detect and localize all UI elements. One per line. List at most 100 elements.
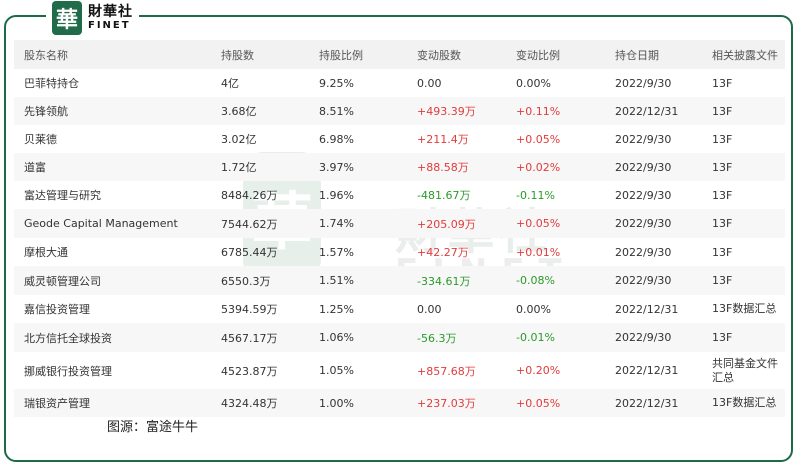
row-change-pct: 0.00% [516,302,551,316]
table-header: 股东名称 持股数 持股比例 变动股数 变动比例 持仓日期 相关披露文件 [14,40,785,69]
row-name: 道富 [24,161,46,174]
row-date: 2022/9/30 [615,132,672,146]
row-date: 2022/9/30 [615,160,672,174]
row-date: 2022/12/31 [615,302,679,316]
row-pct: 1.96% [319,188,354,202]
row-shares: 3.02亿 [221,133,257,146]
row-pct: 6.98% [319,132,354,146]
table-row: 先锋领航 3.68亿 8.51% +493.39万 +0.11% 2022/12/31 13… [14,97,785,125]
row-change: +211.4万 [417,133,469,146]
row-name: 挪威银行投资管理 [24,364,112,378]
row-date: 2022/9/30 [615,274,672,287]
logo-badge: 華 [52,1,82,35]
row-name: Geode Capital Management [24,217,178,230]
row-change: 0.00 [417,76,442,90]
header-shares[interactable]: 持股数 [221,48,254,62]
row-pct: 1.05% [319,364,354,377]
row-change-pct: +0.05% [516,396,561,410]
header-pct[interactable]: 持股比例 [319,48,363,62]
row-name: 巴菲特持仓 [24,77,79,90]
row-doc: 共同基金文件汇总 [712,356,778,384]
row-change: +857.68万 [417,364,476,378]
header-change[interactable]: 变动股数 [417,48,461,62]
row-pct: 1.00% [319,396,354,410]
row-change-pct: +0.11% [516,104,561,118]
row-change: +237.03万 [417,397,476,410]
row-change: 0.00 [417,302,442,316]
row-change-pct: +0.20% [516,364,561,377]
row-doc: 13F [712,160,733,174]
row-shares: 4567.17万 [221,331,278,345]
row-date: 2022/9/30 [615,245,672,259]
row-doc: 13F [712,245,733,259]
table-row: 贝莱德 3.02亿 6.98% +211.4万 +0.05% 2022/9/30 13F [14,125,785,153]
header-change-pct[interactable]: 变动比例 [516,48,560,62]
row-doc: 13F [712,217,733,230]
logo-english: FINET [88,20,131,31]
table-row: 挪威银行投资管理 4523.87万 1.05% +857.68万 +0.20% 2022/… [14,352,785,389]
row-doc: 13F数据汇总 [712,302,777,315]
row-pct: 1.74% [319,217,354,230]
row-change-pct: -0.08% [516,274,555,287]
row-name: 富达管理与研究 [24,189,101,202]
row-change: +88.58万 [417,161,469,174]
row-pct: 1.06% [319,331,354,344]
table-row: 嘉信投资管理 5394.59万 1.25% 0.00 0.00% 2022/12/31 13… [14,295,785,323]
row-name: 瑞银资产管理 [24,397,90,410]
row-change: +42.27万 [417,246,469,259]
table-row: 瑞银资产管理 4324.48万 1.00% +237.03万 +0.05% 2022/12… [14,389,785,417]
row-date: 2022/12/31 [615,364,679,377]
row-shares: 8484.26万 [221,189,278,202]
row-shares: 3.68亿 [221,105,257,118]
row-change-pct: +0.02% [516,160,561,174]
row-date: 2022/9/30 [615,331,672,344]
row-change: +205.09万 [417,217,476,231]
row-change-pct: -0.01% [516,331,555,344]
row-pct: 9.25% [319,76,354,90]
row-change: +493.39万 [417,105,476,118]
image-source-caption: 图源：富途牛牛 [107,420,199,435]
table-row: 威灵顿管理公司 6550.3万 1.51% -334.61万 -0.08% 2022/9/… [14,266,785,295]
row-date: 2022/9/30 [615,217,672,230]
row-doc: 13F [712,188,733,202]
row-name: 威灵顿管理公司 [24,274,101,288]
row-change-pct: +0.05% [516,132,561,146]
row-shares: 5394.59万 [221,303,278,316]
row-shares: 7544.62万 [221,217,278,231]
row-change: -56.3万 [417,331,457,345]
row-shares: 4亿 [221,77,239,90]
row-doc: 13F [712,104,733,118]
shareholder-table: 股东名称 持股数 持股比例 变动股数 变动比例 持仓日期 相关披露文件 巴菲特持… [14,40,785,417]
row-shares: 4324.48万 [221,397,278,410]
row-shares: 1.72亿 [221,161,257,174]
row-date: 2022/12/31 [615,396,679,410]
row-change-pct: 0.00% [516,76,551,90]
row-doc: 13F [712,76,733,90]
row-date: 2022/9/30 [615,76,672,90]
table-row: 巴菲特持仓 4亿 9.25% 0.00 0.00% 2022/9/30 13F [14,69,785,97]
row-doc: 13F [712,274,733,287]
row-name: 摩根大通 [24,246,68,259]
table-row: 道富 1.72亿 3.97% +88.58万 +0.02% 2022/9/30 13F [14,153,785,181]
header-name[interactable]: 股东名称 [24,48,68,62]
row-name: 贝莱德 [24,133,57,146]
logo-text: 財華社 FINET [88,5,133,31]
table-row: 摩根大通 6785.44万 1.57% +42.27万 +0.01% 2022/9/30 1… [14,238,785,266]
table-row: 富达管理与研究 8484.26万 1.96% -481.67万 -0.11% 2022/9… [14,181,785,209]
header-date[interactable]: 持仓日期 [615,48,659,62]
table-row: 北方信托全球投资 4567.17万 1.06% -56.3万 -0.01% 2022/9/… [14,323,785,352]
row-change-pct: +0.01% [516,245,561,259]
row-date: 2022/12/31 [615,104,679,118]
row-name: 嘉信投资管理 [24,303,90,316]
row-shares: 6550.3万 [221,274,271,288]
row-change-pct: +0.05% [516,217,561,230]
row-shares: 4523.87万 [221,364,278,378]
row-doc: 13F [712,132,733,146]
row-pct: 1.25% [319,302,354,316]
row-shares: 6785.44万 [221,246,278,259]
logo-chinese: 財華社 [88,4,133,20]
table-row: Geode Capital Management 7544.62万 1.74% +20… [14,209,785,238]
header-docs[interactable]: 相关披露文件 [712,48,778,62]
finet-logo: 華 財華社 FINET [46,0,139,36]
row-pct: 3.97% [319,160,354,174]
